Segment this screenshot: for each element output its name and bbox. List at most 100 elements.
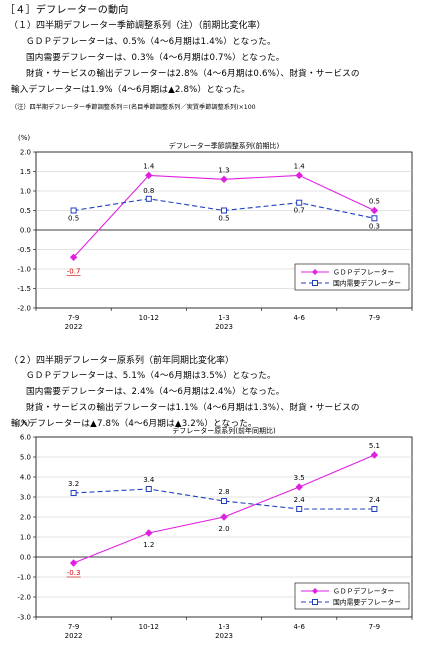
- section1-line: 国内需要デフレーターは、0.3%（4～6月期は0.7%）となった。: [26, 53, 285, 63]
- data-point-marker: [370, 451, 379, 459]
- section1-line: ＧＤＰデフレーターは、0.5%（4～6月期は1.4%）となった。: [26, 37, 276, 47]
- data-label: 0.3: [369, 222, 380, 230]
- x-tick-label: 1-3: [218, 623, 229, 631]
- data-point-marker: [145, 171, 153, 180]
- data-label: 2.4: [369, 496, 381, 504]
- y-tick-label: 0.5: [20, 207, 31, 215]
- data-label: 1.2: [143, 541, 154, 549]
- data-label: 3.2: [68, 480, 79, 488]
- section1-note: （注）四半期デフレーター季節調整系列＝(名目季節調整系列／実質季節調整系列)×1…: [11, 104, 256, 111]
- x-tick-label: 7-9: [369, 314, 380, 322]
- data-point-marker: [371, 215, 378, 222]
- x-year-label: 2022: [65, 632, 83, 640]
- data-label: 2.0: [218, 525, 229, 533]
- section2-line: 国内需要デフレーターは、2.4%（4～6月期は2.4%）となった。: [26, 387, 285, 397]
- legend-label: ＧＤＰデフレーター: [333, 587, 394, 596]
- legend-label: 国内需要デフレーター: [333, 598, 401, 607]
- legend-label: 国内需要デフレーター: [333, 279, 401, 288]
- y-tick-label: 4.0: [20, 474, 31, 482]
- y-tick-label: -1.0: [17, 266, 31, 274]
- data-point-marker: [295, 171, 303, 180]
- data-label: 2.4: [294, 496, 306, 504]
- data-label: 0.5: [218, 215, 229, 223]
- section2-title: （２）四半期デフレーター原系列（前年同期比変化率）: [9, 356, 235, 366]
- data-label: 3.5: [294, 474, 305, 482]
- y-tick-label: 0.0: [20, 554, 31, 562]
- data-label: 1.3: [218, 166, 229, 174]
- section1-line: 財貨・サービスの輸出デフレーターは2.8%（4～6月期は0.6%）、財貨・サービ…: [26, 69, 360, 79]
- x-tick-label: 10-12: [139, 623, 159, 631]
- data-label: 1.4: [294, 162, 306, 170]
- y-tick-label: 1.0: [20, 534, 31, 542]
- page-heading: ［４］デフレーターの動向: [5, 5, 129, 16]
- section2-line: 輸入デフレーターは▲7.8%（4～6月期は▲3.2%）となった。: [11, 419, 257, 429]
- data-label: 2.8: [218, 488, 229, 496]
- data-point-marker: [295, 483, 303, 491]
- x-tick-label: 7-9: [68, 314, 79, 322]
- data-point-marker: [70, 207, 77, 214]
- data-point-marker: [370, 206, 379, 215]
- y-tick-label: 1.5: [20, 168, 31, 176]
- series-line: [73, 488, 375, 510]
- plot-area: [35, 436, 413, 618]
- y-tick-label: 0.0: [20, 227, 31, 235]
- data-label: -0.7: [67, 267, 81, 275]
- x-tick-label: 7-9: [68, 623, 79, 631]
- data-label: 1.4: [143, 162, 155, 170]
- chart-original-series: デフレーター原系列(前年同期比) (%) 6.0 5.0 4.0 3.0 2.0 1.0 0.0…: [17, 419, 413, 640]
- data-point-marker: [70, 490, 77, 496]
- section2-line: 財貨・サービスの輸出デフレーターは1.1%（4～6月期は1.3%）、財貨・サービ…: [26, 403, 360, 413]
- x-tick-label: 1-3: [218, 314, 229, 322]
- data-label: 0.7: [294, 207, 305, 215]
- data-point-marker: [221, 498, 227, 504]
- x-tick-label: 10-12: [139, 314, 159, 322]
- data-point-marker: [221, 207, 227, 214]
- section1-title: （１）四半期デフレーター季節調整系列（注）（前期比変化率）: [9, 21, 266, 31]
- data-point-marker: [220, 513, 228, 521]
- x-year-label: 2023: [215, 323, 233, 331]
- y-tick-label: 2.0: [20, 514, 31, 522]
- data-point-marker: [296, 199, 303, 206]
- data-point-marker: [371, 506, 378, 512]
- legend-marker: [312, 280, 318, 286]
- x-tick-label: 7-9: [369, 623, 380, 631]
- data-point-marker: [296, 506, 303, 512]
- y-tick-label: 3.0: [20, 494, 31, 502]
- x-tick-label: 4-6: [293, 623, 305, 631]
- y-tick-label: 6.0: [20, 434, 31, 442]
- data-label: -0.3: [67, 569, 81, 577]
- chart-title: デフレーター季節調整系列(前期比): [169, 141, 280, 150]
- data-label: 3.4: [143, 476, 155, 484]
- x-year-label: 2023: [215, 632, 233, 640]
- y-axis-label: (%): [18, 134, 30, 142]
- y-tick-label: 5.0: [20, 454, 31, 462]
- x-year-label: 2022: [65, 323, 83, 331]
- data-point-marker: [145, 195, 152, 202]
- y-tick-label: -1.0: [17, 574, 31, 582]
- legend-marker: [312, 599, 318, 605]
- data-point-marker: [220, 175, 228, 184]
- y-axis-label: (%): [18, 419, 30, 427]
- section1-line: 輸入デフレーターは1.9%（4～6月期は▲2.8%）となった。: [11, 85, 251, 95]
- x-tick-label: 4-6: [293, 314, 305, 322]
- y-tick-label: 2.0: [20, 149, 31, 157]
- legend-label: ＧＤＰデフレーター: [333, 268, 394, 277]
- data-point-marker: [69, 559, 78, 567]
- y-tick-label: -1.5: [17, 285, 31, 293]
- data-label: 5.1: [369, 442, 380, 450]
- data-label: 0.8: [143, 187, 154, 195]
- y-tick-label: -2.0: [17, 305, 31, 313]
- y-tick-label: -0.5: [17, 246, 31, 254]
- chart-seasonal-adjusted: デフレーター季節調整系列(前期比) (%) 2.0 1.5 1.0 0.5 0.0 -0.5 -…: [17, 134, 413, 331]
- y-tick-label: -3.0: [17, 614, 31, 622]
- data-label: 0.5: [68, 215, 79, 223]
- data-label: 0.5: [369, 198, 380, 206]
- section2-line: ＧＤＰデフレーターは、5.1%（4～6月期は3.5%）となった。: [26, 371, 276, 381]
- y-tick-label: 1.0: [20, 188, 31, 196]
- data-point-marker: [145, 486, 152, 492]
- legend-marker: [312, 588, 318, 594]
- y-tick-label: -2.0: [17, 594, 31, 602]
- chart-title: デフレーター原系列(前年同期比): [172, 426, 276, 435]
- data-point-marker: [145, 529, 153, 537]
- legend-marker: [312, 269, 318, 275]
